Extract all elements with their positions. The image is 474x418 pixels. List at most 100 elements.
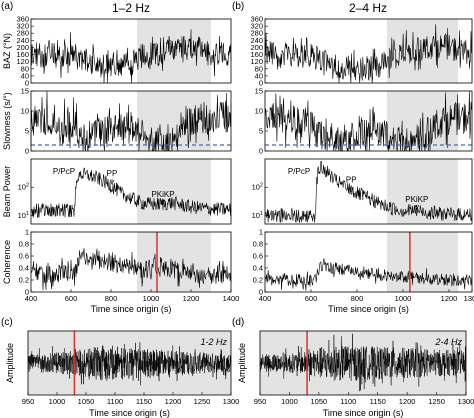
- phase-arrow-head: [109, 179, 115, 185]
- y-tick-label: 280: [16, 29, 29, 38]
- plot-frame: [264, 18, 473, 84]
- y-tick-label: 0: [25, 147, 29, 156]
- series-line: [264, 258, 473, 291]
- plot-frame: [30, 231, 232, 293]
- phase-annotation: PP: [107, 169, 118, 178]
- x-tick-label: 600: [65, 294, 78, 303]
- y-tick-label: 120: [16, 57, 29, 66]
- band-title-a: 1–2 Hz: [112, 1, 150, 15]
- plot-frame: [264, 90, 473, 152]
- y-tick-label: 200: [16, 43, 29, 52]
- x-tick-label: 1100: [340, 397, 356, 406]
- x-axis-label: Time since origin (s): [89, 408, 170, 418]
- y-tick-label: 0.8: [253, 240, 263, 249]
- chart-c-wave: 950 1000 1050 1100 1150 1200 1250 1300 Time sinc…: [5, 330, 240, 418]
- y-tick-label: 320: [250, 22, 263, 31]
- y-axis-label: BAZ (°N): [2, 33, 12, 69]
- x-axis-label: Time since origin (s): [323, 408, 404, 418]
- y-axis-label: Amplitude: [237, 343, 247, 383]
- x-tick-label: 1150: [136, 397, 152, 406]
- x-tick-label: 1300: [458, 397, 474, 406]
- x-tick-label: 1400: [223, 294, 240, 303]
- x-tick-label: 400: [25, 294, 38, 303]
- phase-annotation: P/PcP: [53, 167, 75, 176]
- x-tick-label: 1150: [370, 397, 386, 406]
- chart-a-beam: 101 102 Beam Power P/PcP PP PKiKP: [2, 158, 232, 225]
- y-axis-label: Coherence: [2, 240, 12, 284]
- phase-arrow-head: [348, 187, 354, 193]
- y-tick-label: 102: [252, 183, 263, 192]
- x-tick-label: 600: [305, 294, 318, 303]
- y-tick-label: 0.4: [19, 264, 29, 273]
- plot-frame: [30, 18, 232, 84]
- shaded-window: [386, 232, 459, 292]
- series-line: [30, 167, 232, 218]
- x-tick-label: 950: [254, 397, 267, 406]
- x-tick-label: 1200: [441, 294, 458, 303]
- series-line: [264, 90, 473, 152]
- y-tick-label: 280: [250, 29, 263, 38]
- y-tick-label: 360: [16, 15, 29, 24]
- plot-frame: [259, 330, 467, 396]
- x-tick-label: 800: [105, 294, 118, 303]
- series-line: [259, 333, 467, 392]
- chart-d-wave: 950 1000 1050 1100 1150 1200 1250 1300 Time sinc…: [237, 330, 474, 418]
- y-tick-label: 0: [259, 147, 263, 156]
- series-line: [30, 29, 232, 84]
- series-line: [27, 342, 232, 386]
- y-tick-label: 0: [259, 79, 263, 88]
- y-tick-label: 101: [18, 211, 29, 220]
- y-tick-label: 0.4: [253, 264, 263, 273]
- y-tick-label: 5: [25, 127, 29, 136]
- series-line: [30, 91, 232, 152]
- phase-arrow-head: [160, 199, 166, 205]
- x-tick-label: 1200: [399, 397, 416, 406]
- x-tick-label: 1000: [49, 397, 66, 406]
- y-tick-label: 0.2: [253, 276, 263, 285]
- x-tick-label: 1050: [78, 397, 95, 406]
- band-title-b: 2–4 Hz: [349, 1, 387, 15]
- y-tick-label: 200: [250, 43, 263, 52]
- plot-frame: [264, 158, 473, 225]
- x-tick-label: 1300: [223, 397, 240, 406]
- y-tick-label: 0: [259, 288, 263, 297]
- plot-frame: [30, 90, 232, 152]
- phase-arrow-head: [414, 204, 420, 210]
- y-tick-label: 160: [250, 50, 263, 59]
- y-tick-label: 80: [255, 64, 263, 73]
- phase-annotation: PKiKP: [405, 195, 428, 204]
- series-line: [264, 24, 473, 84]
- y-axis-label: Amplitude: [5, 343, 15, 383]
- x-tick-label: 1250: [428, 397, 445, 406]
- x-tick-label: 1000: [281, 397, 298, 406]
- y-tick-label: 0.6: [253, 252, 263, 261]
- y-tick-label: 40: [255, 71, 263, 80]
- band-label: 2-4 Hz: [434, 337, 462, 347]
- y-tick-label: 10: [255, 107, 263, 116]
- x-tick-label: 1200: [165, 397, 182, 406]
- chart-b-slow: 0 5 10 15: [255, 87, 473, 156]
- y-tick-label: 40: [21, 71, 29, 80]
- chart-a-slow: 0 5 10 15 Slowness (s/°): [2, 87, 232, 156]
- y-tick-label: 360: [250, 15, 263, 24]
- x-tick-label: 1250: [194, 397, 211, 406]
- y-tick-label: 1: [25, 228, 29, 237]
- shaded-window: [386, 19, 459, 83]
- plot-frame: [27, 330, 232, 396]
- y-tick-label: 101: [252, 211, 263, 220]
- panel-label-a: (a): [1, 1, 13, 12]
- x-tick-label: 1000: [395, 294, 412, 303]
- y-tick-label: 15: [255, 87, 263, 96]
- x-tick-label: 400: [259, 294, 272, 303]
- y-tick-label: 0: [25, 79, 29, 88]
- y-axis-label: Beam Power: [2, 166, 12, 218]
- series-line: [264, 160, 473, 224]
- x-tick-label: 1300: [464, 294, 474, 303]
- y-tick-label: 320: [16, 22, 29, 31]
- y-tick-label: 0.2: [19, 276, 29, 285]
- y-tick-label: 102: [18, 183, 29, 192]
- x-tick-label: 1000: [143, 294, 160, 303]
- panel-label-c: (c): [1, 317, 13, 328]
